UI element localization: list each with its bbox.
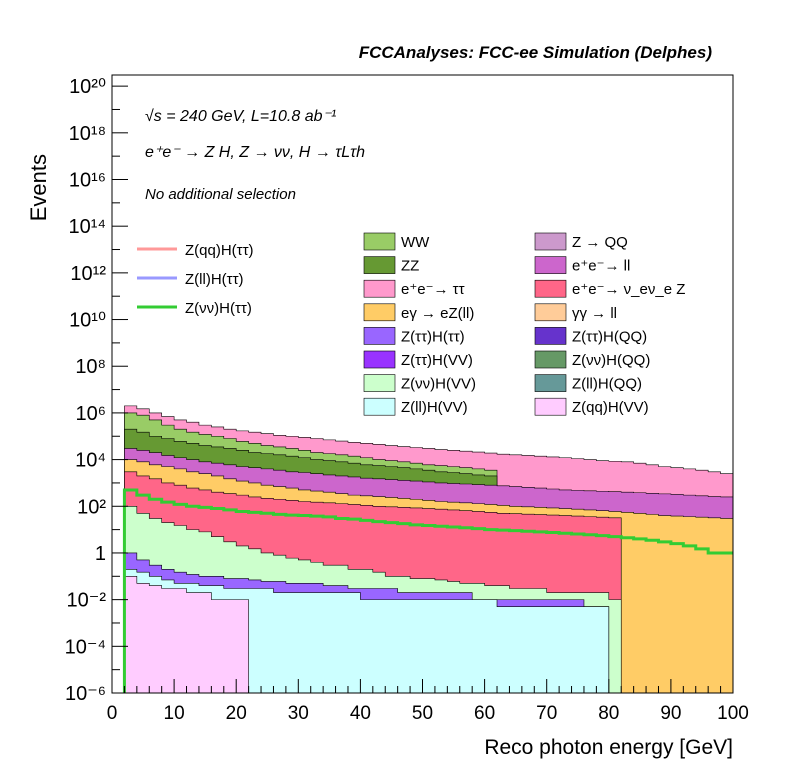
legend-label: e⁺e⁻→ ll bbox=[572, 258, 630, 275]
legend-label: Z → QQ bbox=[572, 234, 628, 251]
x-tick-label: 10 bbox=[164, 703, 185, 724]
legend-label: WW bbox=[401, 234, 430, 251]
chart-title: FCCAnalyses: FCC-ee Simulation (Delphes) bbox=[359, 43, 713, 62]
x-tick-label: 80 bbox=[598, 703, 619, 724]
process-label: e⁺e⁻ → Z H, Z → νν, H → τLτh bbox=[145, 144, 365, 161]
selection-label: No additional selection bbox=[145, 186, 296, 203]
x-tick-label: 60 bbox=[474, 703, 495, 724]
legend-label: ZZ bbox=[401, 258, 419, 275]
legend-swatch bbox=[534, 374, 567, 392]
y-tick-label: 10⁴ bbox=[75, 450, 106, 472]
y-tick-label: 10⁻⁴ bbox=[65, 636, 106, 658]
legend-label: eγ → eZ(ll) bbox=[401, 305, 474, 322]
legend-label: e⁺e⁻→ ν_eν_e Z bbox=[572, 281, 685, 298]
legend-swatch bbox=[363, 303, 396, 322]
signal-line-layers bbox=[122, 488, 733, 693]
envelope-Z(qq)H(VV) bbox=[124, 575, 249, 694]
y-tick-label: 10⁻² bbox=[67, 590, 107, 612]
legend-swatch bbox=[534, 327, 567, 345]
x-tick-label: 0 bbox=[107, 703, 118, 724]
y-tick-label: 10⁻⁶ bbox=[65, 683, 106, 705]
legend-swatch bbox=[363, 350, 396, 369]
legend-label: Z(ll)H(QQ) bbox=[572, 376, 642, 393]
y-tick-label: 10⁸ bbox=[75, 356, 106, 378]
y-tick-label: 10¹⁸ bbox=[69, 123, 106, 145]
y-tick-label: 1 bbox=[95, 543, 106, 565]
y-tick-label: 10⁶ bbox=[76, 403, 106, 425]
legend: Z(qq)H(ττ) Z(ll)H(ττ) Z(νν)H(ττ) WW Z → QQ ZZ… bbox=[137, 232, 685, 416]
legend-label: Z(ττ)H(VV) bbox=[401, 352, 473, 369]
x-axis-label: Reco photon energy [GeV] bbox=[484, 736, 733, 759]
y-tick-label: 10¹² bbox=[70, 263, 106, 285]
legend-swatch bbox=[534, 256, 567, 274]
legend-swatch bbox=[363, 256, 396, 274]
y-tick-label: 10¹⁴ bbox=[69, 216, 107, 238]
energy-lumi-label: √s = 240 GeV, L=10.8 ab⁻¹ bbox=[145, 108, 336, 125]
y-tick-label: 10²⁰ bbox=[69, 76, 106, 98]
legend-swatch bbox=[363, 397, 396, 416]
x-tick-label: 100 bbox=[717, 703, 749, 724]
legend-swatch bbox=[363, 232, 396, 251]
legend-label: Z(νν)H(VV) bbox=[401, 376, 476, 393]
legend-label: Z(ττ)H(ττ) bbox=[401, 328, 465, 345]
y-axis-ticks: 10⁻⁶ 10⁻⁴ 10⁻² 1 10² 10⁴ 10⁶ 10⁸ 10¹⁰ 10¹² 10¹⁴ 10¹… bbox=[65, 76, 128, 705]
legend-swatch bbox=[534, 397, 567, 416]
legend-label: Z(qq)H(VV) bbox=[572, 399, 649, 416]
x-tick-label: 90 bbox=[660, 703, 681, 724]
legend-swatch bbox=[534, 303, 567, 322]
line-Z(νν)H(ττ) bbox=[122, 488, 733, 693]
x-tick-label: 70 bbox=[536, 703, 557, 724]
legend-label: Z(ll)H(VV) bbox=[401, 399, 468, 416]
y-axis-label: Events bbox=[26, 154, 51, 221]
x-tick-label: 30 bbox=[288, 703, 309, 724]
legend-label: e⁺e⁻→ ττ bbox=[401, 281, 465, 298]
histogram-layers bbox=[124, 405, 734, 694]
legend-line-label: Z(νν)H(ττ) bbox=[185, 300, 252, 317]
x-axis-ticks: 0 10 20 30 40 50 60 70 80 90 100 bbox=[107, 679, 749, 724]
legend-line-label: Z(ll)H(ττ) bbox=[185, 271, 244, 288]
legend-label: Z(ττ)H(QQ) bbox=[572, 328, 647, 345]
x-tick-label: 20 bbox=[226, 703, 247, 724]
y-tick-label: 10¹⁶ bbox=[69, 170, 106, 192]
y-tick-label: 10² bbox=[77, 496, 106, 518]
legend-label: Z(νν)H(QQ) bbox=[572, 352, 650, 369]
legend-swatch bbox=[363, 279, 396, 298]
legend-label: γγ → ll bbox=[572, 305, 617, 322]
x-tick-label: 50 bbox=[412, 703, 433, 724]
legend-swatch bbox=[534, 232, 567, 251]
legend-swatch bbox=[363, 374, 396, 392]
legend-swatch bbox=[534, 350, 567, 369]
legend-swatch bbox=[534, 279, 567, 298]
legend-line-label: Z(qq)H(ττ) bbox=[185, 242, 254, 259]
x-tick-label: 40 bbox=[350, 703, 371, 724]
legend-swatch bbox=[363, 327, 396, 345]
y-tick-label: 10¹⁰ bbox=[69, 310, 106, 332]
